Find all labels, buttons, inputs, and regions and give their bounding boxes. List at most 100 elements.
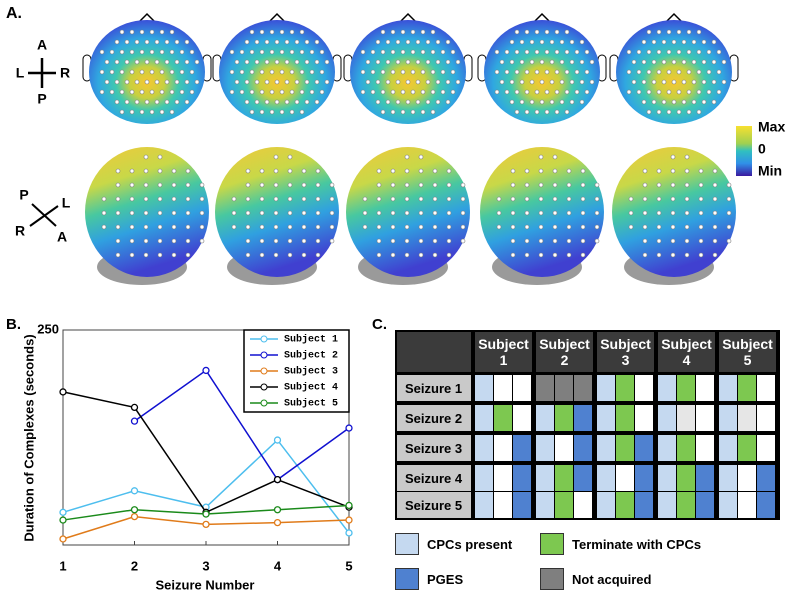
electrode — [259, 109, 265, 115]
cell — [536, 375, 554, 401]
electrode — [157, 196, 163, 202]
electrode — [549, 99, 555, 105]
electrode — [157, 252, 163, 258]
electrode — [676, 49, 682, 55]
electrode — [315, 210, 321, 216]
cell — [658, 435, 676, 461]
electrode — [549, 79, 555, 85]
colorbar — [736, 126, 752, 176]
point — [273, 436, 282, 444]
point — [202, 510, 210, 518]
electrode — [425, 79, 431, 85]
electrode — [418, 210, 424, 216]
electrode — [329, 210, 335, 216]
electrode — [716, 49, 722, 55]
electrode — [670, 252, 676, 258]
row-header: Seizure 2 — [397, 405, 471, 431]
cell — [616, 375, 634, 401]
electrode — [514, 49, 520, 55]
electrode — [684, 252, 690, 258]
point — [59, 388, 67, 396]
cell — [597, 492, 615, 518]
cell — [513, 492, 531, 518]
electrode — [646, 89, 652, 95]
electrode — [390, 224, 396, 230]
electrode — [301, 238, 307, 244]
electrode — [460, 182, 466, 188]
electrode — [115, 252, 121, 258]
electrode — [661, 39, 667, 45]
electrode — [628, 210, 634, 216]
electrode — [273, 252, 279, 258]
electrode — [287, 210, 293, 216]
electrode — [289, 29, 295, 35]
point — [273, 475, 282, 484]
electrode — [430, 89, 436, 95]
electrode — [455, 59, 461, 65]
electrode — [666, 29, 672, 35]
electrode — [686, 49, 692, 55]
electrode — [287, 154, 293, 160]
cell — [513, 435, 531, 461]
electrode — [284, 59, 290, 65]
electrode — [380, 109, 386, 115]
cell — [635, 375, 653, 401]
electrode — [559, 39, 565, 45]
electrode — [174, 59, 180, 65]
electrode — [304, 39, 310, 45]
electrode — [119, 109, 125, 115]
electrode — [370, 49, 376, 55]
electrode — [259, 89, 265, 95]
electrode — [432, 252, 438, 258]
legend-label: Terminate with CPCs — [572, 536, 702, 552]
electrode — [418, 238, 424, 244]
electrode — [656, 168, 662, 174]
electrode — [294, 59, 300, 65]
electrode — [375, 79, 381, 85]
electrode — [684, 196, 690, 202]
electrode — [631, 59, 637, 65]
electrode — [404, 252, 410, 258]
electrode — [101, 210, 107, 216]
electrode — [642, 252, 648, 258]
legend-swatch — [395, 533, 419, 555]
electrode — [698, 238, 704, 244]
electrode — [696, 29, 702, 35]
electrode — [249, 69, 255, 75]
electrode — [580, 224, 586, 230]
electrode — [184, 59, 190, 65]
electrode — [154, 39, 160, 45]
orientation-label: A — [57, 229, 67, 245]
electrode — [274, 79, 280, 85]
electrode — [362, 224, 368, 230]
electrode — [538, 210, 544, 216]
electrode — [646, 109, 652, 115]
cell — [738, 405, 756, 431]
cell — [536, 435, 554, 461]
row-header: Seizure 1 — [397, 375, 471, 401]
electrode — [706, 49, 712, 55]
electrode — [410, 109, 416, 115]
electrode — [594, 196, 600, 202]
electrode — [179, 49, 185, 55]
electrode — [159, 89, 165, 95]
electrode — [149, 49, 155, 55]
electrode — [279, 29, 285, 35]
electrode — [171, 224, 177, 230]
electrode — [404, 168, 410, 174]
electrode — [539, 59, 545, 65]
electrode — [189, 69, 195, 75]
orientation-label: L — [16, 65, 25, 81]
cell — [574, 375, 592, 401]
electrode — [539, 99, 545, 105]
electrode — [666, 69, 672, 75]
electrode — [425, 39, 431, 45]
electrode — [274, 39, 280, 45]
point — [273, 518, 282, 527]
electrode — [670, 182, 676, 188]
electrode — [259, 210, 265, 216]
electrode — [231, 196, 237, 202]
electrode — [390, 252, 396, 258]
electrode — [676, 29, 682, 35]
colorbar-label: 0 — [758, 141, 766, 157]
